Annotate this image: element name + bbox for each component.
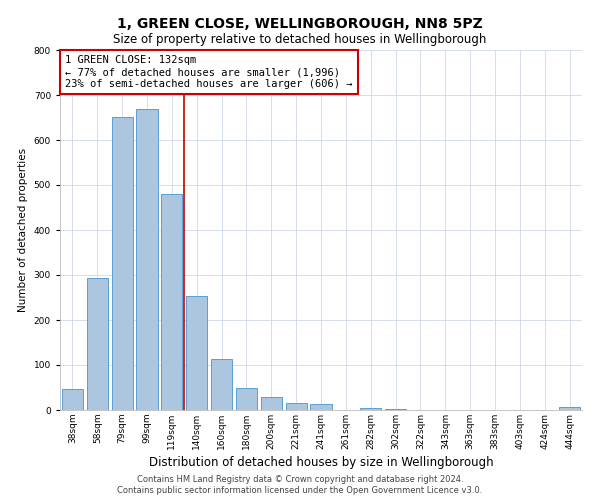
Bar xyxy=(310,404,332,410)
Text: 1, GREEN CLOSE, WELLINGBOROUGH, NN8 5PZ: 1, GREEN CLOSE, WELLINGBOROUGH, NN8 5PZ xyxy=(117,18,483,32)
X-axis label: Distribution of detached houses by size in Wellingborough: Distribution of detached houses by size … xyxy=(149,456,493,469)
Text: Contains HM Land Registry data © Crown copyright and database right 2024.: Contains HM Land Registry data © Crown c… xyxy=(137,475,463,484)
Bar xyxy=(112,117,133,410)
Text: Contains public sector information licensed under the Open Government Licence v3: Contains public sector information licen… xyxy=(118,486,482,495)
Bar xyxy=(87,278,108,410)
Bar xyxy=(261,398,282,410)
Bar xyxy=(236,388,257,410)
Y-axis label: Number of detached properties: Number of detached properties xyxy=(18,148,28,312)
Bar xyxy=(385,409,406,410)
Bar xyxy=(559,407,580,410)
Text: Size of property relative to detached houses in Wellingborough: Size of property relative to detached ho… xyxy=(113,32,487,46)
Bar xyxy=(211,359,232,410)
Text: 1 GREEN CLOSE: 132sqm
← 77% of detached houses are smaller (1,996)
23% of semi-d: 1 GREEN CLOSE: 132sqm ← 77% of detached … xyxy=(65,56,353,88)
Bar xyxy=(286,403,307,410)
Bar xyxy=(161,194,182,410)
Bar xyxy=(62,389,83,410)
Bar xyxy=(186,296,207,410)
Bar xyxy=(360,408,381,410)
Bar xyxy=(136,110,158,410)
